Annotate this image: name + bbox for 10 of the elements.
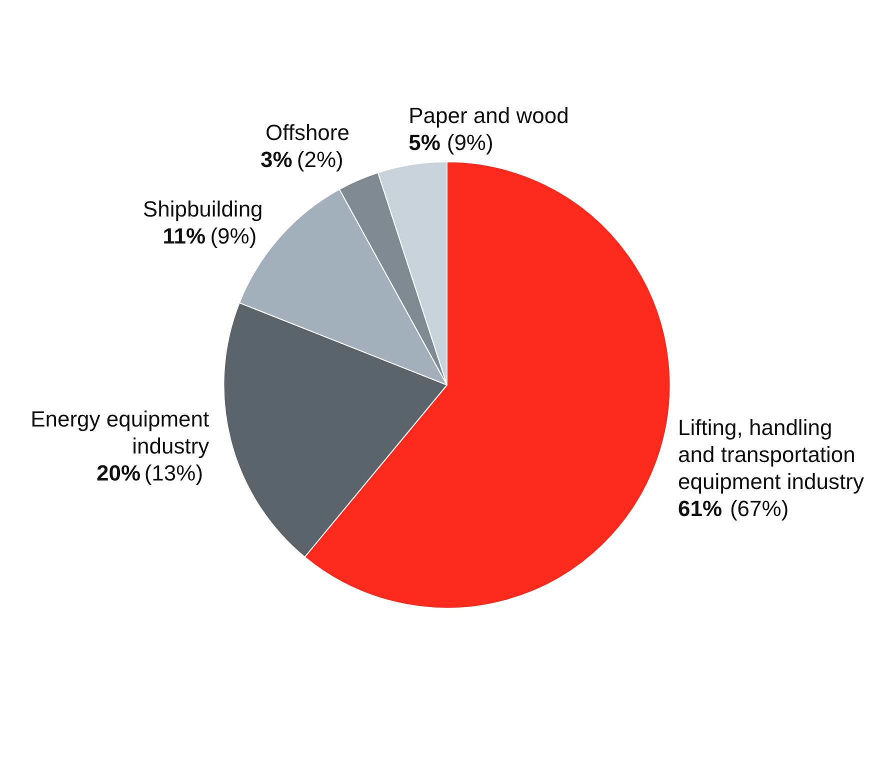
slice-label: Shipbuilding bbox=[142, 196, 263, 222]
data-label: 5% (9%) bbox=[408, 130, 494, 155]
data-label: 3% (2%) bbox=[260, 147, 344, 172]
slice-label: Lifting, handling and transportation equipment industry bbox=[678, 415, 864, 494]
data-label: 20% (13%) bbox=[96, 460, 204, 486]
slice-label: Offshore bbox=[266, 120, 350, 146]
slice-label: Paper and wood bbox=[408, 102, 569, 128]
data-label: 61% (67%) bbox=[678, 496, 789, 522]
data-label: 11% (9%) bbox=[162, 224, 257, 249]
slice-label: Energy equipment industry bbox=[30, 406, 210, 459]
